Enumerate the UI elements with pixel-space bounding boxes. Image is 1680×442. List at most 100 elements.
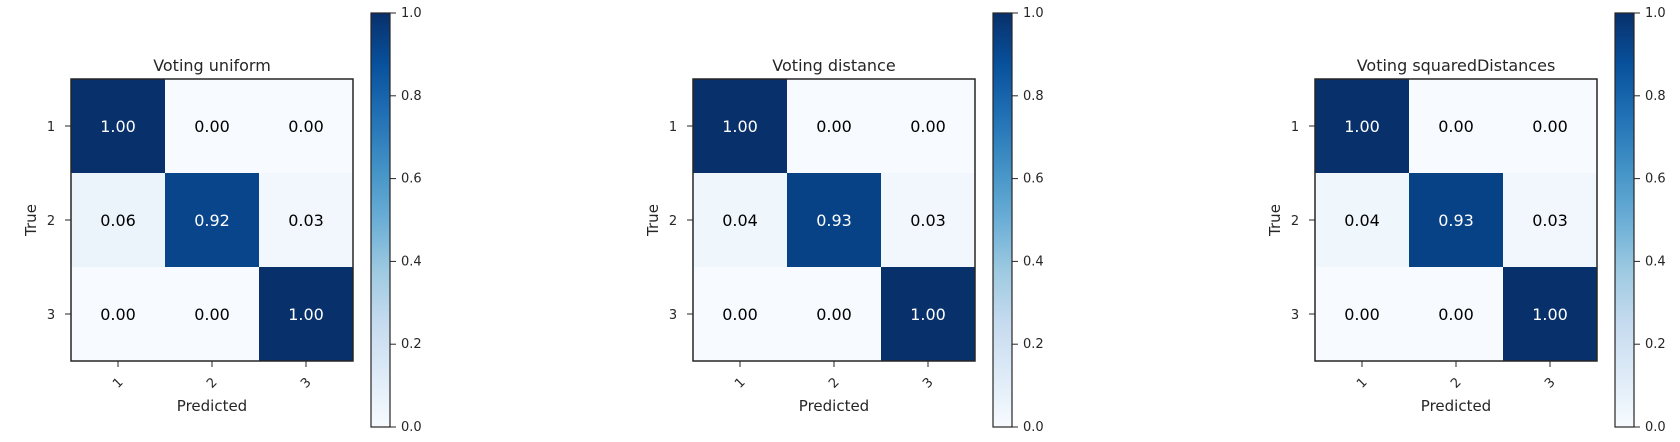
y-tick-label: 3	[1291, 308, 1299, 323]
x-tick-label: 1	[1354, 375, 1370, 391]
cell-value-label: 1.00	[1344, 117, 1380, 136]
cell-value-label: 0.04	[1344, 211, 1380, 230]
x-tick-label: 3	[1542, 375, 1558, 391]
cell-value-label: 0.00	[1532, 117, 1568, 136]
heatmap-cell	[1503, 79, 1598, 174]
colorbar-tick-label: 0.0	[1023, 420, 1044, 435]
heatmap-cell	[71, 79, 166, 174]
colorbar-tick-label: 0.4	[1023, 254, 1044, 269]
colorbar-tick-label: 0.8	[1023, 89, 1044, 104]
cell-value-label: 0.00	[816, 305, 852, 324]
chart-title: Voting squaredDistances	[1357, 56, 1556, 75]
colorbar-tick-label: 1.0	[1645, 6, 1666, 21]
x-axis-label: Predicted	[1421, 397, 1491, 415]
colorbar	[370, 12, 391, 428]
x-tick-label: 1	[110, 375, 126, 391]
colorbar	[992, 12, 1013, 428]
x-axis-label: Predicted	[177, 397, 247, 415]
heatmap-cell	[1409, 173, 1504, 268]
y-tick-label: 3	[669, 308, 677, 323]
cell-value-label: 0.00	[816, 117, 852, 136]
heatmap-cell	[1315, 173, 1410, 268]
colorbar-tick-label: 0.8	[401, 89, 422, 104]
cell-value-label: 0.00	[288, 117, 324, 136]
colorbar-tick-label: 0.2	[1023, 337, 1044, 352]
y-axis-label: True	[22, 204, 40, 237]
heatmap-cell	[1503, 267, 1598, 362]
heatmap-cell	[259, 79, 354, 174]
heatmap-cell	[259, 173, 354, 268]
chart-title: Voting uniform	[153, 56, 271, 75]
heatmap-cell	[165, 173, 260, 268]
cell-value-label: 0.04	[722, 211, 758, 230]
heatmap-cell	[71, 267, 166, 362]
colorbar-tick-label: 1.0	[1023, 6, 1044, 21]
heatmap-cell	[881, 267, 976, 362]
cell-value-label: 0.00	[194, 305, 230, 324]
cell-value-label: 1.00	[100, 117, 136, 136]
cell-value-label: 0.00	[910, 117, 946, 136]
heatmap-cell	[71, 173, 166, 268]
heatmap-cell	[1315, 267, 1410, 362]
heatmap-cell	[1503, 173, 1598, 268]
x-tick-label: 3	[298, 375, 314, 391]
cell-value-label: 0.00	[1438, 117, 1474, 136]
heatmap-cell	[693, 173, 788, 268]
heatmap-cell	[1409, 79, 1504, 174]
x-tick-label: 2	[204, 375, 220, 391]
cell-value-label: 0.00	[1344, 305, 1380, 324]
y-tick-label: 1	[47, 120, 55, 135]
colorbar-tick-label: 0.4	[1645, 254, 1666, 269]
heatmap-cell	[1409, 267, 1504, 362]
heatmap-cell	[787, 173, 882, 268]
heatmap-cell	[881, 79, 976, 174]
cell-value-label: 0.92	[194, 211, 230, 230]
cell-value-label: 1.00	[722, 117, 758, 136]
y-tick-label: 1	[1291, 120, 1299, 135]
confusion-matrix-panel: 1.00 0.00 0.000.04 0.93 0.030.00 0.00 1.00Voti…	[644, 6, 1044, 435]
cell-value-label: 0.03	[288, 211, 324, 230]
heatmap-cell	[787, 267, 882, 362]
heatmap-cell	[693, 267, 788, 362]
colorbar-tick-label: 0.4	[401, 254, 422, 269]
colorbar-tick-label: 0.2	[401, 337, 422, 352]
x-tick-label: 2	[826, 375, 842, 391]
cell-value-label: 0.06	[100, 211, 136, 230]
heatmap-cell	[165, 267, 260, 362]
colorbar-tick-label: 0.6	[1023, 172, 1044, 187]
heatmap-cell	[693, 79, 788, 174]
cell-value-label: 0.00	[722, 305, 758, 324]
y-tick-label: 3	[47, 308, 55, 323]
colorbar-tick-label: 0.6	[1645, 172, 1666, 187]
cell-value-label: 0.03	[1532, 211, 1568, 230]
heatmap-cell	[259, 267, 354, 362]
confusion-matrix-panel: 1.00 0.00 0.000.06 0.92 0.030.00 0.00 1.00Voti…	[22, 6, 422, 435]
colorbar-tick-label: 0.2	[1645, 337, 1666, 352]
cell-value-label: 0.00	[194, 117, 230, 136]
cell-value-label: 1.00	[288, 305, 324, 324]
cell-value-label: 0.00	[1438, 305, 1474, 324]
cell-value-label: 1.00	[1532, 305, 1568, 324]
heatmap-cell	[165, 79, 260, 174]
heatmap-cell	[1315, 79, 1410, 174]
x-tick-label: 1	[732, 375, 748, 391]
heatmap-cell	[881, 173, 976, 268]
cell-value-label: 0.03	[910, 211, 946, 230]
colorbar-tick-label: 0.0	[1645, 420, 1666, 435]
y-tick-label: 1	[669, 120, 677, 135]
colorbar	[1614, 12, 1635, 428]
colorbar-tick-label: 0.6	[401, 172, 422, 187]
colorbar-tick-label: 0.8	[1645, 89, 1666, 104]
colorbar-tick-label: 1.0	[401, 6, 422, 21]
chart-title: Voting distance	[772, 56, 895, 75]
y-tick-label: 2	[47, 214, 55, 229]
colorbar-tick-label: 0.0	[401, 420, 422, 435]
x-tick-label: 3	[920, 375, 936, 391]
y-axis-label: True	[1266, 204, 1284, 237]
confusion-matrix-panel: 1.00 0.00 0.000.04 0.93 0.030.00 0.00 1.00Voti…	[1266, 6, 1666, 435]
heatmap-cell	[787, 79, 882, 174]
y-tick-label: 2	[1291, 214, 1299, 229]
x-tick-label: 2	[1448, 375, 1464, 391]
x-axis-label: Predicted	[799, 397, 869, 415]
